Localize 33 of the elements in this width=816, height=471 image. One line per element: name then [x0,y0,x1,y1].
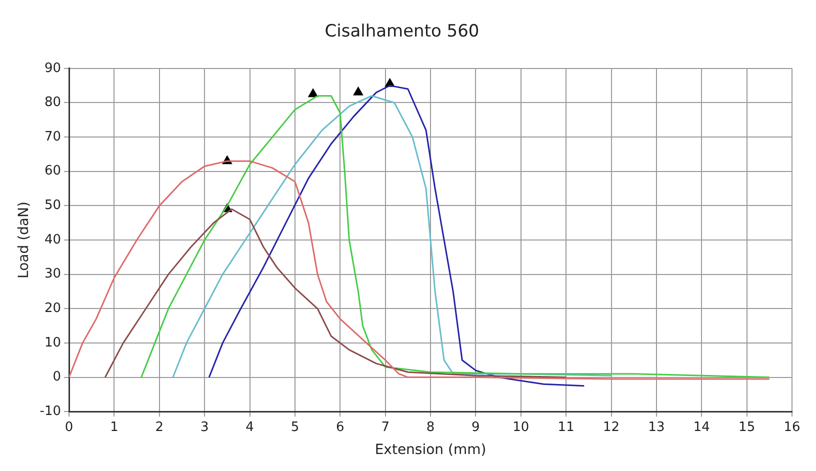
x-tick-label: 7 [381,420,390,435]
x-tick-label: 1 [110,420,118,435]
y-tick-label: 0 [52,370,62,385]
x-tick-label: 15 [738,420,756,435]
x-tick-label: 0 [64,420,74,435]
x-tick-label: 4 [246,420,254,435]
x-axis-title: Extension (mm) [374,442,486,458]
point [308,88,318,98]
x-tick-label: 13 [648,420,665,435]
x-tick-label: 2 [155,420,164,435]
x-tick-label: 14 [693,420,710,435]
x-tick-label: 12 [602,420,620,435]
y-tick-label: -10 [40,404,62,419]
y-tick-label: 60 [44,164,62,179]
y-tick-label: 70 [44,129,62,144]
y-tick-label: 20 [44,301,62,316]
x-tick-label: 5 [290,420,300,435]
y-tick-label: 40 [44,232,62,248]
y-tick-label: 30 [44,266,62,282]
y-tick-label: 10 [44,335,62,350]
chart-title: Cisalhamento 560 [324,22,480,42]
x-tick-label: 16 [784,420,800,435]
x-tick-label: 10 [512,420,530,435]
x-tick-label: 8 [426,420,435,435]
y-tick-label: 50 [44,198,62,214]
x-tick-label: 9 [472,420,480,435]
y-tick-label: 90 [44,60,62,76]
point [353,86,364,96]
y-tick-label: 80 [44,95,62,110]
x-tick-label: 11 [558,420,574,435]
y-axis-title: Load (daN) [16,202,32,278]
x-tick-label: 6 [336,420,344,435]
x-tick-label: 3 [200,420,209,435]
